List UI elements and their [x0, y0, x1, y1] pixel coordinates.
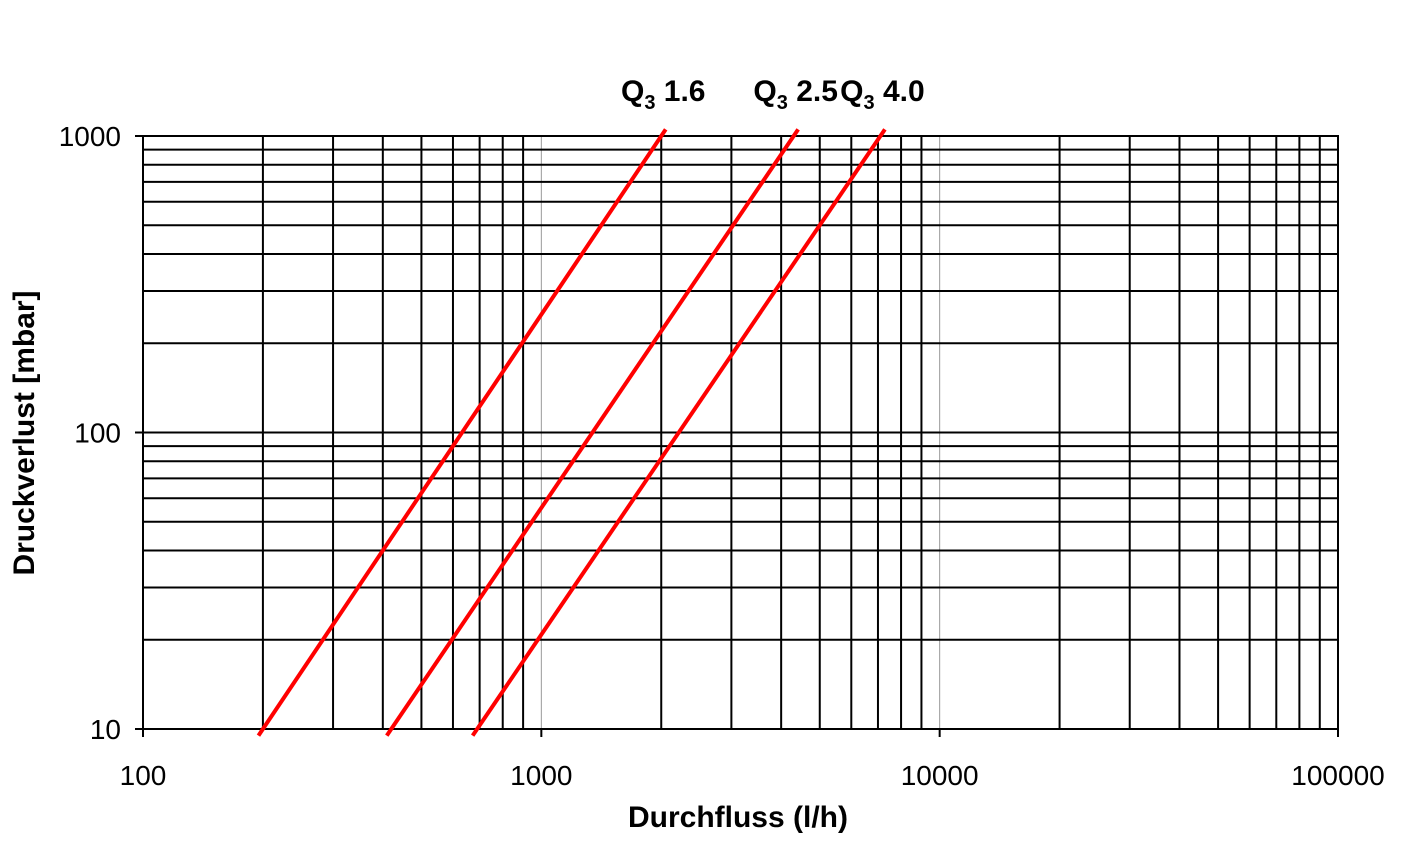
series-line — [470, 128, 887, 737]
series-labels: Q3 1.6 Q3 2.5 Q3 4.0 — [621, 75, 925, 114]
x-tick-label: 10000 — [901, 760, 979, 791]
y-axis-ticks: 10 100 1000 — [59, 121, 143, 745]
y-tick-label: 10 — [90, 714, 121, 745]
x-axis-title: Durchfluss (l/h) — [628, 801, 848, 834]
x-tick-label: 100000 — [1291, 760, 1384, 791]
series-label: Q3 2.5 — [753, 75, 838, 114]
x-axis-ticks: 100 1000 10000 100000 — [120, 729, 1385, 791]
y-tick-label: 100 — [74, 418, 121, 449]
chart-grid — [143, 136, 1338, 729]
y-axis-title: Druckverlust [mbar] — [8, 290, 41, 575]
chart-series — [256, 128, 887, 737]
series-label: Q3 1.6 — [621, 75, 706, 114]
series-label: Q3 4.0 — [840, 75, 925, 114]
x-tick-label: 100 — [120, 760, 167, 791]
x-tick-label: 1000 — [510, 760, 572, 791]
series-line — [385, 128, 800, 737]
y-tick-label: 1000 — [59, 121, 121, 152]
series-line — [256, 128, 668, 737]
